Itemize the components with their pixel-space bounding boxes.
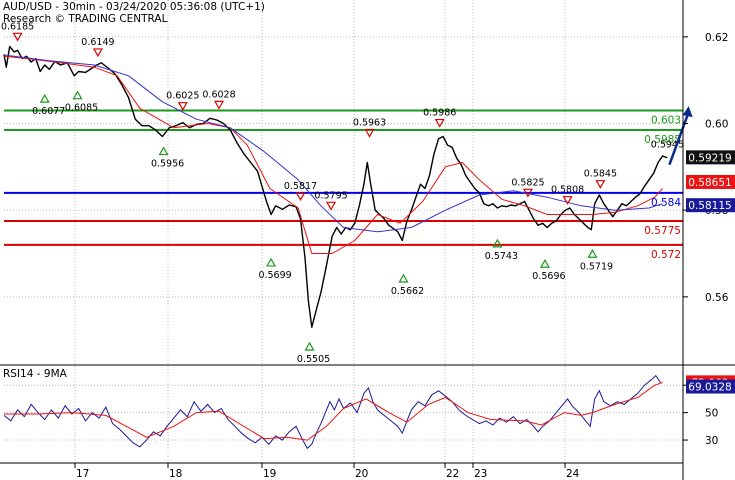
series-rsi_ma	[4, 382, 663, 441]
price-gridlines	[4, 0, 683, 463]
resistance-marker	[326, 201, 337, 211]
rsi-value-tag-bg	[686, 379, 735, 394]
support-label: 0.6077	[32, 106, 65, 117]
support-marker	[398, 273, 409, 283]
resistance-label: 0.5795	[314, 190, 347, 201]
rsi-gridlines	[4, 384, 683, 441]
level-label: 0.572	[651, 249, 681, 261]
support-marker	[158, 146, 169, 156]
x-tick-label: 20	[355, 468, 368, 480]
rsi-y-tick-label: 30	[705, 435, 718, 447]
resistance-marker	[522, 188, 533, 198]
resistance-marker	[177, 102, 188, 111]
x-tick-label: 17	[76, 468, 89, 480]
support-label: 0.5699	[258, 270, 291, 281]
resistance-marker	[562, 196, 573, 205]
resistance-marker	[213, 100, 225, 110]
support-marker	[39, 93, 50, 103]
chart-subtitle: Research © TRADING CENTRAL	[3, 13, 168, 25]
resistance-label: 0.5986	[423, 108, 456, 119]
x-tick-label: 24	[566, 468, 580, 480]
support-label: 0.6085	[65, 103, 98, 114]
series-price	[3, 45, 668, 328]
x-tick-label: 22	[446, 468, 459, 480]
support-marker	[304, 341, 315, 351]
horizontal-levels: 0.603 0.5985 0.584 0.5775 0.572	[4, 109, 683, 261]
price-value-tag-bg	[686, 198, 735, 213]
support-label: 0.5662	[391, 286, 424, 297]
support-marker	[539, 259, 550, 268]
price-value-tag-text: 0.58115	[688, 200, 731, 212]
series-ma_red	[3, 55, 663, 254]
resistance-label: 0.6149	[81, 37, 114, 48]
price-y-tick-label: 0.60	[705, 119, 728, 131]
level-label: 0.603	[651, 115, 681, 127]
resistance-label: 0.5808	[551, 185, 584, 196]
forecast-arrow-head	[682, 106, 693, 118]
resistance-marker	[364, 128, 375, 138]
resistance-label: 0.5817	[284, 181, 317, 192]
resistance-marker	[12, 32, 23, 42]
x-tick-label: 23	[474, 468, 487, 480]
price-value-tag-bg	[686, 150, 735, 165]
support-label: 0.5696	[532, 271, 565, 282]
resistance-label: 0.6025	[166, 91, 199, 102]
forecast-arrow-shaft	[668, 111, 690, 166]
level-label: 0.584	[651, 197, 681, 209]
resistance-label: 0.5963	[353, 118, 386, 129]
support-label: 0.5719	[580, 261, 613, 272]
price-series-layer	[3, 45, 668, 328]
support-marker	[492, 238, 503, 248]
level-label: 0.5985	[644, 134, 681, 146]
resistance-marker	[92, 48, 103, 58]
rsi-series-layer	[3, 374, 663, 450]
support-marker	[587, 249, 598, 258]
series-rsi	[3, 374, 661, 450]
price-y-tick-label: 0.62	[705, 32, 728, 44]
price-value-tag-text: 0.59219	[688, 152, 731, 164]
support-label: 0.5956	[151, 159, 184, 170]
series-ma_blue	[3, 54, 663, 233]
rsi-y-tick-label: 50	[705, 408, 718, 420]
price-value-tag-text: 0.58651	[688, 177, 731, 189]
resistance-marker	[595, 180, 606, 189]
support-marker	[72, 90, 83, 100]
chart-title: AUD/USD - 30min - 03/24/2020 05:36:08 (U…	[3, 1, 265, 13]
resistance-label: 0.5825	[511, 177, 544, 188]
resistance-label: 0.5845	[584, 169, 617, 180]
resistance-marker	[295, 192, 306, 202]
support-label: 0.5505	[297, 354, 330, 365]
price-value-tag-bg	[686, 174, 735, 189]
resistance-marker	[434, 118, 445, 128]
resistance-label: 0.6028	[202, 89, 235, 100]
x-tick-label: 18	[169, 468, 182, 480]
annotation-markers: 0.6185 0.6149 0.6077 0.6085 0.6025 0.6028 0.59…	[1, 21, 693, 365]
support-label: 0.5743	[485, 251, 518, 262]
rsi-panel-label: RSI14 - 9MA	[3, 368, 67, 380]
support-marker	[266, 257, 277, 267]
level-label: 0.5775	[644, 225, 681, 237]
rsi-value-tag-text: 69.0328	[688, 382, 731, 394]
target-label: 0.5945	[651, 139, 684, 150]
price-y-tick-label: 0.56	[705, 292, 729, 304]
resistance-label: 0.6185	[1, 21, 34, 32]
x-tick-label: 19	[263, 468, 276, 480]
